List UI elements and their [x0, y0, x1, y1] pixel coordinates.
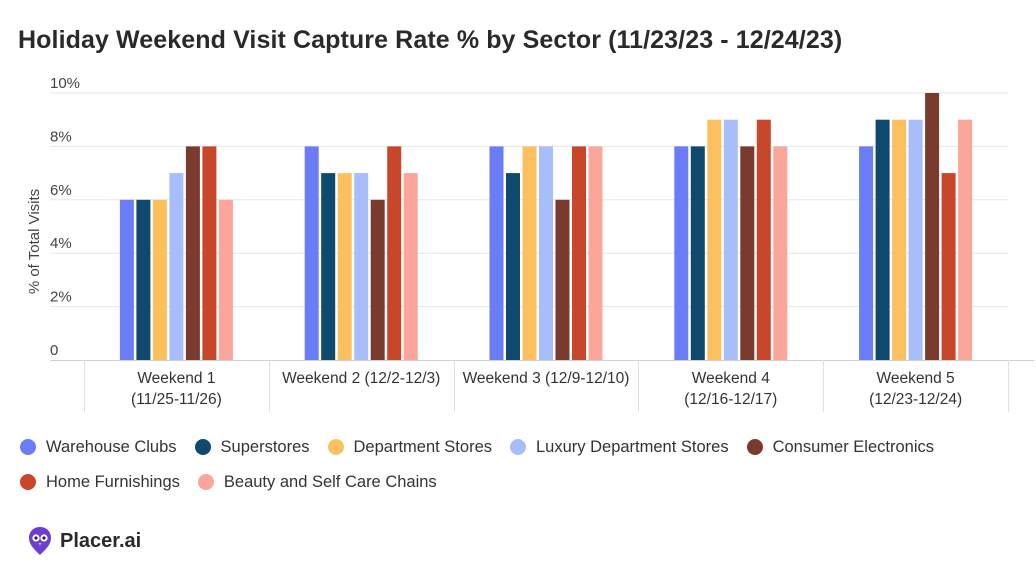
bar-luxury-department-stores — [908, 119, 923, 360]
bars — [119, 93, 973, 360]
x-tick-label: Weekend 5 (12/23-12/24) — [869, 370, 962, 408]
bar-department-stores — [522, 146, 537, 360]
bar-consumer-electronics — [555, 199, 570, 360]
legend-swatch — [20, 439, 36, 455]
x-axis: Weekend 1 (11/25-11/26) Weekend 2 (12/2-12… — [50, 360, 1034, 412]
bar-chart: 0 2% 4% 6% 8% 10% % of Total Visits Weekend 1… — [26, 75, 1034, 412]
legend-item: Consumer Electronics — [746, 437, 934, 456]
bar-home-furnishings — [941, 173, 956, 360]
legend-item: Superstores — [194, 437, 310, 456]
legend-label: Warehouse Clubs — [46, 437, 177, 456]
bar-home-furnishings — [756, 119, 771, 360]
bar-superstores — [690, 146, 705, 360]
bar-warehouse-clubs — [859, 146, 874, 360]
y-tick-label: 4% — [50, 235, 72, 252]
y-tick-label: 10% — [50, 75, 80, 92]
legend-swatch — [194, 439, 211, 455]
x-tick-label: Weekend 3 (12/9-12/10) — [463, 370, 630, 387]
y-tick-label: 2% — [50, 289, 72, 306]
bar-beauty-and-self-care-chains — [773, 146, 788, 360]
bar-beauty-and-self-care-chains — [218, 199, 233, 360]
legend-label: Department Stores — [353, 437, 492, 456]
legend-item: Luxury Department Stores — [510, 438, 729, 456]
bar-beauty-and-self-care-chains — [588, 146, 603, 360]
bar-consumer-electronics — [185, 146, 200, 360]
bar-superstores — [136, 199, 151, 360]
bar-consumer-electronics — [925, 93, 940, 360]
legend-label: Home Furnishings — [46, 472, 180, 491]
bar-superstores — [321, 173, 336, 360]
bar-luxury-department-stores — [354, 173, 369, 360]
bar-department-stores — [707, 119, 722, 360]
bar-home-furnishings — [202, 146, 217, 360]
legend-label: Luxury Department Stores — [536, 437, 729, 456]
legend-swatch — [20, 474, 36, 490]
bar-department-stores — [892, 119, 907, 360]
legend-swatch — [197, 474, 214, 490]
y-axis-ticks: 0 2% 4% 6% 8% 10% — [50, 75, 80, 359]
legend-label: Beauty and Self Care Chains — [223, 472, 437, 491]
bar-beauty-and-self-care-chains — [403, 173, 418, 360]
bar-luxury-department-stores — [169, 173, 184, 360]
legend-label: Superstores — [220, 437, 310, 456]
y-axis-label: % of Total Visits — [26, 189, 43, 294]
y-tick-label: 6% — [50, 182, 72, 199]
bar-warehouse-clubs — [489, 146, 504, 360]
legend-swatch — [746, 439, 763, 455]
bar-warehouse-clubs — [119, 199, 134, 360]
bar-beauty-and-self-care-chains — [958, 119, 973, 360]
bar-department-stores — [152, 199, 167, 360]
bar-warehouse-clubs — [304, 146, 319, 360]
bar-warehouse-clubs — [674, 146, 689, 360]
x-tick-label: Weekend 4 (12/16-12/17) — [684, 370, 777, 408]
chart-title: Holiday Weekend Visit Capture Rate % by … — [18, 26, 843, 54]
legend: Warehouse Clubs Superstores Department Sto… — [20, 438, 1010, 491]
legend-swatch — [327, 439, 344, 455]
bar-luxury-department-stores — [723, 119, 738, 360]
brand-logo: Placer.ai — [28, 526, 141, 556]
x-tick-label: Weekend 1 (11/25-11/26) — [131, 370, 222, 408]
legend-item: Home Furnishings — [20, 473, 180, 491]
brand-name: Placer.ai — [60, 529, 142, 552]
bar-department-stores — [337, 173, 352, 360]
legend-label: Consumer Electronics — [772, 437, 934, 456]
y-tick-label: 0 — [50, 342, 58, 359]
y-tick-label: 8% — [50, 128, 72, 145]
bar-consumer-electronics — [740, 146, 755, 360]
bar-superstores — [875, 119, 890, 360]
x-tick-label: Weekend 2 (12/2-12/3) — [282, 370, 440, 387]
legend-item: Department Stores — [327, 437, 492, 456]
placer-owl-icon — [29, 527, 51, 555]
bar-consumer-electronics — [370, 199, 385, 360]
bar-home-furnishings — [387, 146, 402, 360]
bar-superstores — [506, 173, 520, 360]
bar-home-furnishings — [572, 146, 586, 360]
bar-luxury-department-stores — [539, 146, 553, 360]
legend-swatch — [510, 439, 526, 455]
legend-item: Beauty and Self Care Chains — [197, 472, 437, 491]
legend-item: Warehouse Clubs — [20, 438, 177, 456]
